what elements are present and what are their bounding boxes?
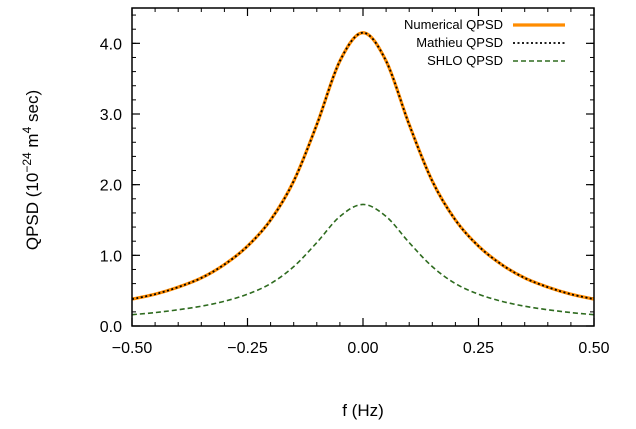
x-tick-label: 0.50 [578, 340, 609, 357]
y-tick-label: 2.0 [100, 178, 122, 195]
legend-mathieu-qpsd-label: Mathieu QPSD [416, 35, 503, 50]
y-tick-label: 0.0 [100, 319, 122, 336]
legend: Numerical QPSD Mathieu QPSD SHLO QPSD [404, 17, 565, 68]
tick-labels: −0.50 −0.25 0.00 0.25 0.50 0.0 1.0 2.0 3.0 4.0 [100, 36, 610, 357]
legend-numerical-qpsd-label: Numerical QPSD [404, 17, 503, 32]
y-tick-label: 4.0 [100, 36, 122, 53]
x-tick-label: −0.50 [112, 340, 153, 357]
legend-shlo-qpsd-label: SHLO QPSD [427, 53, 503, 68]
x-tick-label: 0.25 [463, 340, 494, 357]
y-tick-label: 3.0 [100, 107, 122, 124]
shlo-qpsd-line [131, 203, 595, 316]
mathieu-qpsd-line [131, 31, 595, 301]
x-tick-label: −0.25 [227, 340, 268, 357]
y-tick-label: 1.0 [100, 248, 122, 265]
plot-frame [131, 7, 595, 327]
series-lines [131, 31, 595, 316]
x-axis-title: f (Hz) [342, 401, 384, 420]
x-tick-label: 0.00 [347, 340, 378, 357]
numerical-qpsd-line [131, 31, 595, 301]
y-axis-title: QPSD (10−24 m4 sec) [20, 90, 42, 250]
